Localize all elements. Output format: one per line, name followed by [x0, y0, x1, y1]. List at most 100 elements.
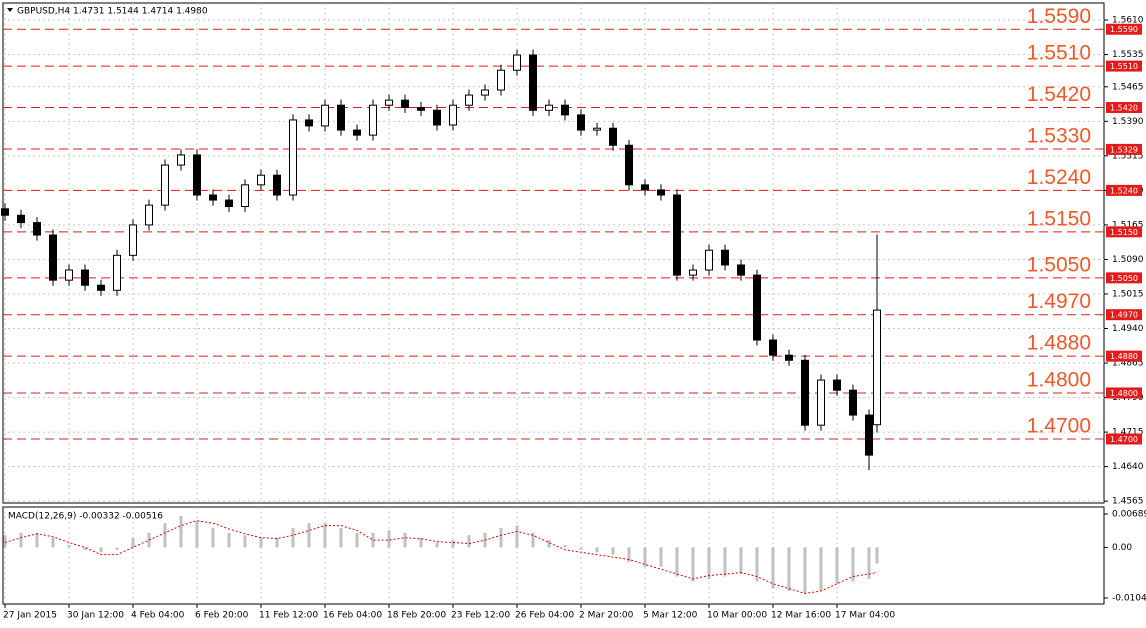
level-tag-label: 1.5329	[1110, 145, 1138, 154]
y-tick-label: 1.5610	[1112, 16, 1144, 26]
macd-bar	[387, 530, 391, 548]
level-tag-label: 1.5420	[1110, 104, 1138, 113]
x-tick-label: 17 Mar 04:00	[835, 611, 895, 621]
candle-body	[417, 107, 425, 111]
level-tag-label: 1.5240	[1110, 186, 1138, 195]
y-tick-label: 1.4940	[1112, 324, 1144, 334]
candle-body	[673, 194, 681, 276]
candle-body	[817, 379, 825, 426]
candle-body	[321, 104, 329, 127]
macd-bar	[35, 532, 39, 548]
macd-bar	[307, 523, 311, 548]
candle-body	[97, 284, 105, 291]
level-tag-label: 1.5150	[1110, 228, 1138, 237]
menu-arrow[interactable]	[7, 8, 13, 12]
macd-bar	[355, 532, 359, 548]
y-tick-label: -0.01043	[1112, 593, 1146, 603]
level-label: 1.4800	[1027, 369, 1091, 392]
candle-body	[753, 274, 761, 341]
macd-bar	[499, 528, 503, 548]
macd-bar	[83, 547, 87, 550]
candle-body	[657, 189, 665, 196]
y-tick-label: 1.4640	[1112, 462, 1144, 472]
macd-bar	[595, 547, 599, 553]
candle-body	[305, 119, 313, 127]
x-tick-label: 27 Jan 2015	[3, 611, 57, 621]
candle-body	[225, 199, 233, 207]
level-tag-label: 1.4800	[1110, 389, 1138, 398]
level-tag	[1106, 226, 1142, 238]
y-tick-label: 1.5465	[1112, 82, 1144, 92]
macd-bar	[3, 535, 7, 548]
candle-body	[401, 99, 409, 109]
level-label: 1.5050	[1027, 253, 1091, 276]
macd-bar	[19, 532, 23, 548]
macd-bar	[691, 547, 695, 582]
macd-panel	[2, 506, 1105, 605]
macd-bar	[707, 547, 711, 579]
candle-body	[177, 154, 185, 166]
candle-body	[641, 184, 649, 191]
x-tick-label: 10 Mar 00:00	[707, 611, 767, 621]
level-tag	[1106, 272, 1142, 284]
macd-bar	[419, 537, 423, 548]
candle-body	[849, 389, 857, 416]
plot-layer: 27 Jan 2015 30 Jan 12:00 4 Feb 04:00 6 Feb …	[1, 3, 1146, 621]
macd-bar	[275, 537, 279, 548]
y-tick-label: 1.5090	[1112, 255, 1144, 265]
macd-bar	[179, 515, 183, 548]
macd-bar	[99, 547, 103, 553]
candle-body	[257, 174, 265, 186]
y-tick-label: 1.4565	[1112, 497, 1144, 507]
level-tag	[1106, 102, 1142, 114]
macd-bar	[819, 547, 823, 592]
candle-body	[17, 214, 25, 224]
level-tag-label: 1.4700	[1110, 435, 1138, 444]
candle-body	[705, 249, 713, 271]
macd-bar	[787, 547, 791, 592]
x-tick-label: 18 Feb 20:00	[387, 611, 446, 621]
x-tick-label: 2 Mar 20:00	[579, 611, 634, 621]
level-tag	[1106, 433, 1142, 445]
macd-bar	[371, 532, 375, 548]
macd-bar	[771, 547, 775, 589]
level-label: 1.5330	[1027, 124, 1091, 147]
candle-body	[209, 194, 217, 201]
macd-title: MACD(12,26,9) -0.00332 -0.00516	[8, 512, 163, 522]
macd-bar	[403, 532, 407, 548]
candle-body	[65, 269, 73, 281]
macd-bar	[291, 528, 295, 548]
y-tick-label: 0.00	[1112, 543, 1132, 553]
macd-bar	[611, 547, 615, 555]
macd-bar	[643, 547, 647, 567]
candle-body	[873, 309, 881, 426]
level-label: 1.4970	[1027, 290, 1091, 313]
y-tick-label: 0.00689	[1112, 509, 1146, 519]
chart-title: GBPUSD,H4 1.4731 1.5144 1.4714 1.4980	[17, 7, 208, 17]
candle-body	[737, 264, 745, 276]
macd-bar	[67, 544, 71, 548]
x-tick-label: 4 Feb 04:00	[131, 611, 185, 621]
macd-bar	[227, 532, 231, 548]
macd-bar	[211, 528, 215, 548]
macd-bar	[323, 523, 327, 548]
level-tag	[1106, 184, 1142, 196]
candle-body	[481, 89, 489, 96]
macd-bar	[739, 547, 743, 575]
level-label: 1.5590	[1027, 5, 1091, 28]
macd-bar	[547, 540, 551, 548]
candle-body	[689, 269, 697, 276]
macd-bar	[803, 547, 807, 594]
x-tick-label: 16 Feb 04:00	[323, 611, 382, 621]
level-tag	[1106, 143, 1142, 155]
macd-bar	[163, 523, 167, 548]
candle-body	[801, 359, 809, 426]
candle-body	[289, 119, 297, 196]
y-tick-label: 1.5165	[1112, 220, 1144, 230]
candle-body	[129, 224, 137, 256]
candle-body	[561, 104, 569, 116]
macd-bar	[659, 547, 663, 567]
candle-body	[513, 54, 521, 71]
x-tick-label: 6 Feb 20:00	[195, 611, 249, 621]
